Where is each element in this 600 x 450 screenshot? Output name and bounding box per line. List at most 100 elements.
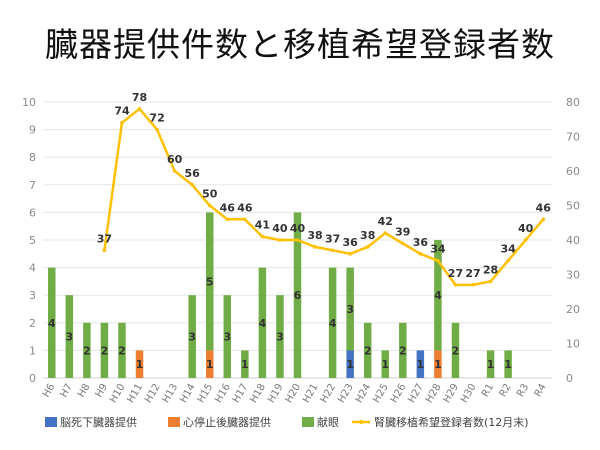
bar-value-label: 1 bbox=[206, 358, 214, 371]
waitlist-point bbox=[137, 107, 142, 111]
waitlist-value-label: 27 bbox=[465, 267, 480, 280]
bar-value-label: 3 bbox=[65, 331, 73, 344]
x-tick-label: H26 bbox=[389, 382, 409, 405]
bar-value-label: 4 bbox=[48, 317, 56, 330]
waitlist-value-label: 38 bbox=[360, 229, 375, 242]
waitlist-point bbox=[488, 279, 493, 284]
bar-value-label: 1 bbox=[136, 358, 144, 371]
bar-value-label: 2 bbox=[118, 344, 126, 357]
chart-title: 臓器提供件数と移植希望登録者数 bbox=[45, 25, 555, 64]
x-tick-label: H13 bbox=[161, 382, 181, 405]
waitlist-value-label: 46 bbox=[237, 201, 253, 214]
bar-eye_bank bbox=[363, 322, 372, 378]
waitlist-point bbox=[313, 245, 317, 249]
bar-value-label: 3 bbox=[276, 331, 284, 344]
waitlist-value-label: 41 bbox=[255, 219, 270, 232]
x-tick-label: H10 bbox=[108, 382, 128, 405]
right-tick-label: 20 bbox=[566, 303, 580, 316]
x-tick-label: H28 bbox=[424, 382, 444, 405]
left-tick-label: 1 bbox=[29, 344, 36, 357]
waitlist-value-label: 36 bbox=[342, 236, 358, 249]
right-tick-label: 0 bbox=[566, 372, 573, 385]
x-tick-label: H21 bbox=[301, 382, 321, 405]
waitlist-point bbox=[365, 245, 370, 249]
left-tick-label: 0 bbox=[29, 372, 36, 385]
bar-brain_dead bbox=[346, 350, 354, 378]
waitlist-point bbox=[120, 120, 124, 125]
bar-eye_bank bbox=[434, 240, 442, 351]
x-tick-label: H11 bbox=[125, 382, 145, 405]
left-tick-label: 8 bbox=[29, 151, 36, 164]
bar-eye_bank bbox=[381, 350, 390, 378]
x-tick-label: H8 bbox=[76, 382, 92, 400]
bar-value-label: 1 bbox=[346, 358, 354, 371]
waitlist-point bbox=[418, 252, 423, 256]
bar-value-label: 2 bbox=[399, 344, 407, 357]
right-tick-label: 60 bbox=[566, 165, 580, 178]
left-tick-label: 5 bbox=[29, 234, 36, 247]
waitlist-point bbox=[506, 258, 510, 263]
right-tick-label: 50 bbox=[566, 200, 580, 213]
legend-label: 脳死下臓器提供 bbox=[60, 415, 137, 429]
left-tick-label: 7 bbox=[29, 179, 36, 192]
x-tick-label: H22 bbox=[319, 382, 339, 405]
waitlist-polyline bbox=[103, 107, 545, 287]
x-tick-label: H6 bbox=[41, 382, 57, 400]
x-tick-label: R1 bbox=[480, 382, 496, 399]
bar-cardiac_death bbox=[135, 350, 144, 378]
bar-cardiac_death bbox=[434, 350, 442, 378]
bar-eye_bank bbox=[451, 322, 460, 378]
right-tick-label: 30 bbox=[566, 269, 580, 282]
x-tick-label: R3 bbox=[515, 382, 531, 399]
bar-value-label: 3 bbox=[188, 331, 196, 344]
waitlist-point bbox=[401, 241, 405, 246]
bar-value-label: 1 bbox=[241, 358, 249, 371]
waitlist-value-label: 27 bbox=[448, 267, 463, 280]
x-tick-label: H14 bbox=[178, 382, 198, 405]
bar-eye_bank bbox=[276, 295, 284, 378]
waitlist-point bbox=[225, 217, 230, 222]
waitlist-point bbox=[190, 183, 194, 187]
right-tick-label: 40 bbox=[566, 234, 580, 247]
x-tick-label: H15 bbox=[196, 382, 216, 405]
waitlist-value-label: 40 bbox=[518, 222, 534, 235]
waitlist-point bbox=[453, 283, 458, 287]
waitlist-point bbox=[207, 203, 212, 208]
waitlist-line bbox=[102, 107, 546, 287]
x-tick-label: H25 bbox=[371, 382, 391, 405]
legend-swatch bbox=[45, 417, 57, 427]
bar-eye_bank bbox=[258, 267, 267, 378]
bar-eye_bank bbox=[486, 350, 495, 378]
waitlist-value-label: 50 bbox=[202, 188, 218, 201]
waitlist-value-label: 37 bbox=[325, 232, 340, 245]
bar-eye_bank bbox=[241, 350, 249, 378]
waitlist-point bbox=[471, 283, 475, 287]
x-tick-label: H19 bbox=[266, 382, 286, 405]
bar-value-label: 1 bbox=[417, 358, 425, 371]
bar-value-label: 4 bbox=[259, 317, 267, 330]
legend-swatch-point bbox=[359, 420, 363, 424]
bar-cardiac_death bbox=[205, 350, 214, 378]
right-axis-ticks: 0 10 20 30 40 50 60 70 80 bbox=[566, 96, 580, 385]
legend-label: 腎臓移植希望登録者数(12月末) bbox=[374, 415, 529, 429]
bar-value-label: 2 bbox=[364, 344, 372, 357]
x-tick-label: H17 bbox=[231, 382, 251, 405]
x-tick-label: H30 bbox=[459, 382, 479, 405]
bar-eye_bank bbox=[293, 212, 302, 378]
waitlist-point bbox=[383, 231, 388, 235]
bar-value-label: 3 bbox=[223, 331, 231, 344]
waitlist-point bbox=[155, 127, 159, 132]
bar-eye_bank bbox=[346, 267, 354, 351]
bar-eye_bank bbox=[100, 322, 109, 378]
waitlist-value-label: 40 bbox=[272, 222, 288, 235]
waitlist-value-label: 34 bbox=[430, 243, 446, 256]
bar-value-label: 1 bbox=[487, 358, 495, 371]
bar-value-label: 3 bbox=[346, 303, 354, 316]
waitlist-value-label: 40 bbox=[290, 222, 306, 235]
x-tick-label: H9 bbox=[94, 382, 110, 400]
bar-brain_dead bbox=[416, 350, 425, 378]
bar-eye_bank bbox=[328, 267, 337, 378]
waitlist-point bbox=[436, 258, 440, 263]
